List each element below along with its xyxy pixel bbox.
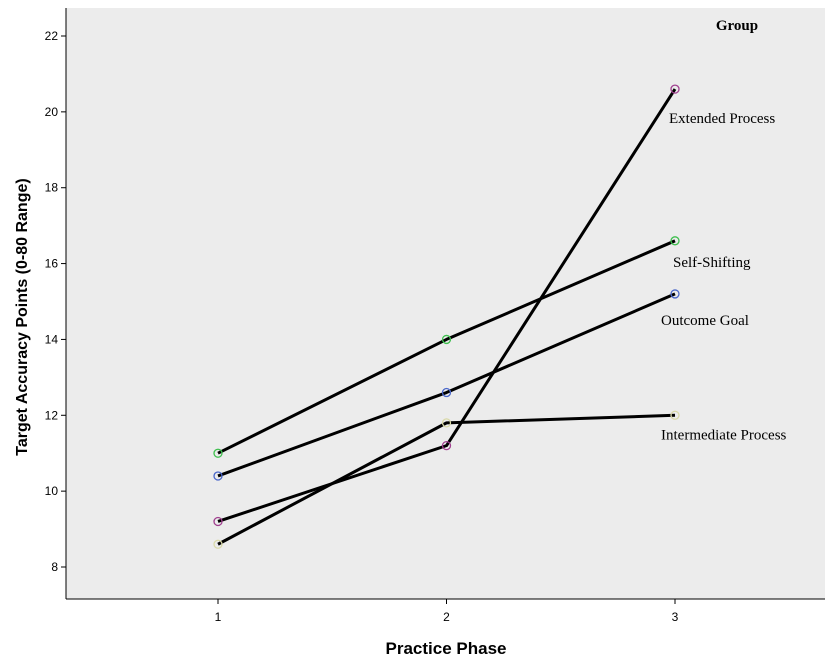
data-point-extended-process: [213, 516, 223, 527]
y-tick-label: 10: [45, 484, 59, 498]
series-line-outcome-goal: [217, 292, 676, 478]
y-tick-label: 14: [45, 332, 59, 346]
series-line-extended-process: [217, 88, 677, 523]
data-point-extended-process: [670, 84, 680, 94]
data-point-outcome-goal: [670, 289, 680, 299]
series-labels: Extended Process Self-Shifting Outcome Goa…: [661, 111, 787, 443]
series-line-self-shifting: [217, 239, 676, 455]
data-point-extended-process: [441, 440, 452, 451]
y-axis-label: Target Accuracy Points (0-80 Range): [14, 178, 31, 455]
y-tick-label: 20: [45, 105, 59, 119]
data-point-intermediate-process: [670, 410, 680, 420]
y-axis-ticks: 8 10 12 14 16 18 20 22: [45, 29, 66, 574]
series-label-intermediate-process: Intermediate Process: [661, 427, 787, 443]
x-axis-ticks: 1 2 3: [215, 599, 679, 624]
data-point-intermediate-process: [213, 539, 223, 549]
data-point-self-shifting: [441, 334, 452, 345]
x-tick-label: 2: [443, 610, 450, 624]
series-label-outcome-goal: Outcome Goal: [661, 313, 749, 329]
data-point-outcome-goal: [213, 471, 223, 481]
y-tick-label: 16: [45, 257, 59, 271]
data-point-self-shifting: [213, 448, 223, 458]
series-lines: [217, 88, 677, 546]
data-point-intermediate-process: [441, 418, 452, 428]
y-tick-label: 12: [45, 408, 59, 422]
plot-area: [66, 8, 825, 599]
series-label-self-shifting: Self-Shifting: [673, 255, 751, 271]
series-markers: [213, 84, 680, 549]
x-tick-label: 1: [215, 610, 222, 624]
data-point-self-shifting: [670, 236, 680, 246]
x-axis-label: Practice Phase: [386, 639, 507, 658]
series-label-extended-process: Extended Process: [669, 111, 775, 127]
y-tick-label: 8: [51, 560, 58, 574]
series-line-intermediate-process: [217, 413, 676, 546]
x-tick-label: 3: [672, 610, 679, 624]
y-tick-label: 18: [45, 181, 59, 195]
legend-title: Group: [716, 18, 758, 34]
data-point-outcome-goal: [441, 387, 452, 398]
y-tick-label: 22: [45, 29, 59, 43]
